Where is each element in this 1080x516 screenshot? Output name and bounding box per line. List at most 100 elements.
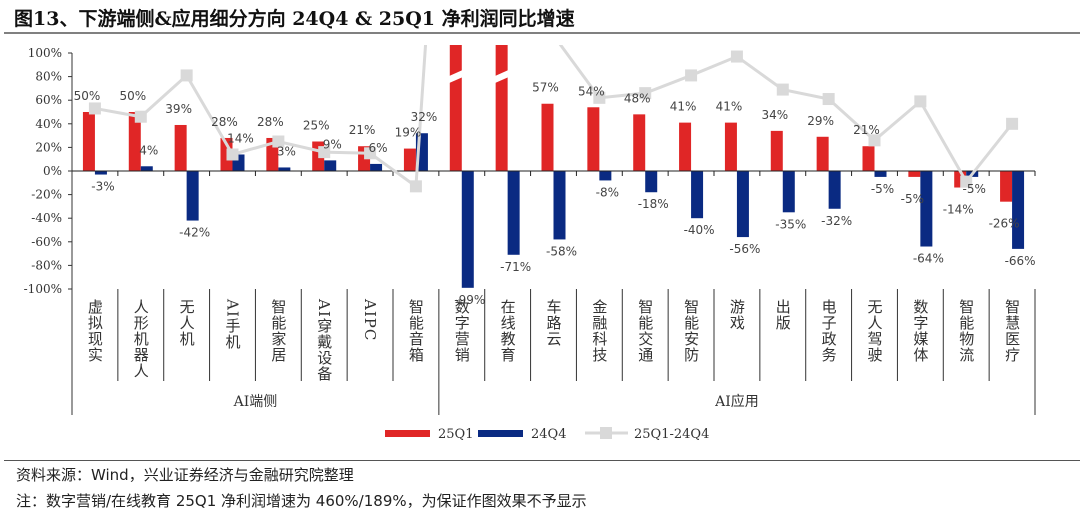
category-label: 智能安防 [682,298,700,363]
data-label-25q1: 21% [349,123,376,137]
title-divider [4,32,1080,34]
data-label-24q4: -18% [638,197,669,211]
category-label: AI穿戴设备 [315,298,333,382]
category-label: 虚拟现实 [86,299,104,363]
bar-24q4 [736,171,749,238]
line-marker [318,146,331,159]
bar-24q4 [828,171,841,209]
category-label: 人形机器人 [132,299,150,379]
bar-25q1 [403,148,416,171]
line-marker [685,69,698,82]
y-tick-label: -100% [24,282,62,296]
bar-25q1 [633,114,646,171]
footer-divider [4,460,1080,461]
line-marker [134,110,147,123]
data-label-24q4: -64% [913,252,944,266]
line-marker [960,175,973,188]
category-label: 车路云 [545,299,563,347]
data-label-25q1: 48% [624,91,651,105]
bar-24q4 [186,171,199,221]
line-marker [730,50,743,63]
legend-label-diff: 25Q1-24Q4 [634,427,709,442]
bar-25q1 [541,103,554,171]
data-label-24q4: -5% [963,182,986,196]
category-label: 数字媒体 [911,299,929,363]
data-label-24q4: 3% [277,144,296,158]
line-marker [409,180,422,193]
bar-25q1 [495,45,508,171]
category-label: 无人驾驶 [866,299,884,363]
category-label: 智能物流 [957,298,975,363]
bar-24q4 [370,163,383,171]
data-label-24q4: -35% [775,217,806,231]
axis-break-mark [493,69,510,84]
bar-25q1 [908,171,921,177]
data-label-24q4: 4% [139,143,158,157]
data-label-25q1: 29% [807,114,834,128]
data-label-25q1: 28% [257,115,284,129]
line-marker [1006,117,1019,130]
line-marker [593,91,606,104]
category-label: 电子政务 [820,299,838,363]
bar-24q4 [691,171,704,219]
data-label-24q4: -66% [1005,254,1036,268]
bar-24q4 [645,171,658,193]
data-label-25q1: 54% [578,84,605,98]
legend-label-24q4: 24Q4 [531,427,566,442]
data-label-25q1: -5% [901,192,924,206]
data-label-25q1: 57% [532,81,559,95]
y-tick-label: 40% [35,117,62,131]
data-label-24q4: -40% [684,223,715,237]
line-marker [822,93,835,106]
line-marker [272,135,285,148]
category-label: 智能家居 [269,298,287,363]
bar-24q4 [874,171,887,177]
data-label-24q4: 14% [227,131,254,145]
bar-24q4 [1012,171,1025,249]
footnote: 注：数字营销/在线教育 25Q1 净利润增速为 460%/189%，为保证作图效… [16,492,587,510]
data-label-25q1: 41% [670,100,697,114]
chart: 100% 80% 60% 40% 20% 0% -20% -40% -60% -80% -100% 5… [24,45,1036,442]
data-label-24q4: -5% [871,182,894,196]
category-label: 游戏 [728,299,746,331]
data-label-25q1: 41% [716,100,743,114]
bar-25q1 [174,124,187,171]
category-label: AIPC [361,298,379,341]
data-label-25q1: 50% [74,89,101,103]
bar-24q4 [324,160,337,171]
legend-marker-line [600,427,612,439]
data-label-24q4: -58% [546,244,577,258]
group-label: AI应用 [714,393,759,410]
bar-25q1 [679,122,692,171]
bar-25q1 [724,122,737,171]
data-label-24q4: 9% [323,137,342,151]
bar-24q4 [94,171,107,175]
y-tick-label: -40% [31,211,62,225]
data-label-24q4: 6% [369,141,388,155]
category-label: AI手机 [224,298,242,350]
data-label-24q4: -32% [821,214,852,228]
bar-25q1 [1000,171,1013,202]
data-label-25q1: -14% [943,203,974,217]
bar-25q1 [128,112,141,171]
bar-24q4 [278,167,291,171]
category-label: 无人机 [178,299,196,347]
legend-label-25q1: 25Q1 [438,427,473,442]
y-tick-label: -60% [31,235,62,249]
y-tick-label: 60% [35,93,62,107]
data-label-25q1: 25% [303,119,330,133]
data-label-25q1: 19% [395,126,422,140]
bar-25q1 [862,146,875,171]
bar-25q1 [587,107,600,171]
data-label-24q4: -42% [179,226,210,240]
data-label-25q1: 28% [211,115,238,129]
category-label: 智能音箱 [407,298,425,363]
category-label: 在线教育 [499,299,517,363]
data-label-24q4: -56% [729,242,760,256]
data-label-24q4: -71% [500,260,531,274]
line-marker [88,102,101,115]
bar-24q4 [507,171,520,255]
data-label-25q1: 50% [119,89,146,103]
bar-24q4 [553,171,566,240]
bar-24q4 [782,171,795,213]
